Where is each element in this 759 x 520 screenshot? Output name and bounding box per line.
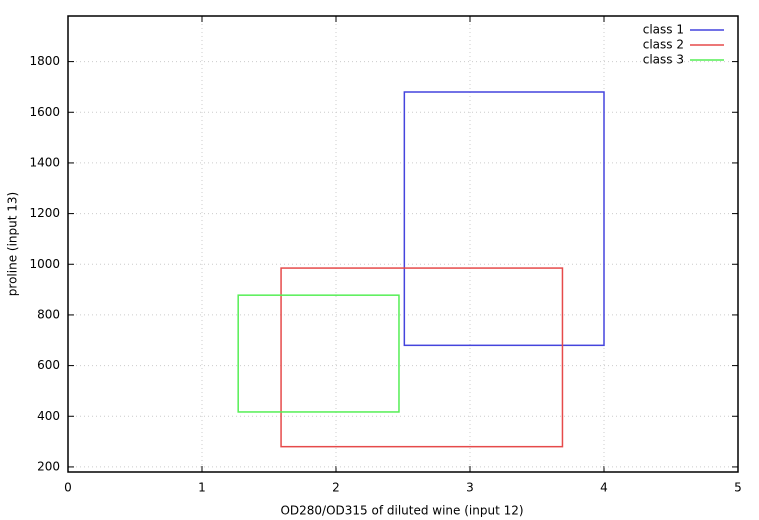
y-tick-label: 400: [37, 409, 60, 423]
y-tick-label: 1000: [29, 257, 60, 271]
y-tick-label: 800: [37, 307, 60, 321]
y-tick-label: 1800: [29, 54, 60, 68]
class-box: [403, 91, 605, 347]
y-tick-label: 1600: [29, 105, 60, 119]
y-tick-label: 600: [37, 358, 60, 372]
y-tick-label: 200: [37, 459, 60, 473]
y-tick-label: 1200: [29, 206, 60, 220]
x-tick-label: 4: [600, 481, 608, 495]
legend-label: class 1: [643, 23, 684, 37]
x-tick-label: 0: [64, 481, 72, 495]
class-box: [280, 267, 564, 448]
y-axis-label: proline (input 13): [6, 192, 20, 296]
y-tick-label: 1400: [29, 155, 60, 169]
x-tick-label: 2: [332, 481, 340, 495]
legend-label: class 3: [643, 53, 684, 67]
x-tick-label: 1: [198, 481, 206, 495]
x-axis-label: OD280/OD315 of diluted wine (input 12): [280, 504, 523, 518]
x-tick-label: 5: [734, 481, 742, 495]
plot-frame: [67, 15, 739, 473]
class-box: [237, 294, 400, 413]
legend-label: class 2: [643, 38, 684, 52]
x-tick-label: 3: [466, 481, 474, 495]
